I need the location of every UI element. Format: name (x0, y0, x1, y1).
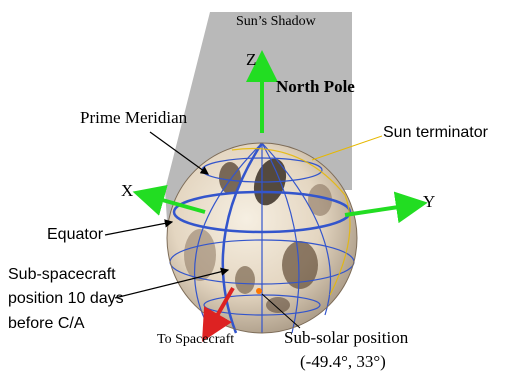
equator-leader (104, 219, 174, 236)
x-axis-label: X (121, 181, 134, 200)
sub-solar-label-line2: (-49.4°, 33°) (300, 352, 386, 371)
prime-meridian-leader (149, 131, 209, 175)
sub-solar-point (256, 288, 262, 294)
x-axis-arrow (132, 184, 206, 216)
sun-shadow-label: Sun’s Shadow (236, 14, 316, 29)
y-axis-arrow (344, 191, 428, 224)
prime-meridian-label: Prime Meridian (80, 108, 188, 127)
sun-terminator-line (231, 147, 351, 296)
sun-terminator-label: Sun terminator (383, 124, 488, 141)
equator-label: Equator (47, 226, 104, 243)
sub-spacecraft-label-line3: before C/A (8, 315, 85, 332)
sun-terminator-leader (311, 135, 383, 161)
y-axis-label: Y (423, 192, 436, 211)
z-axis-label: Z (246, 50, 257, 69)
sub-spacecraft-label-line2: position 10 days (8, 290, 124, 307)
to-spacecraft-label: To Spacecraft (157, 332, 235, 347)
north-pole-label: North Pole (276, 77, 355, 96)
globe (166, 142, 358, 334)
sub-solar-leader (261, 293, 301, 329)
sub-spacecraft-label-line1: Sub-spacecraft (8, 266, 116, 283)
to-spacecraft-arrow (202, 287, 235, 342)
sub-spacecraft-leader (114, 267, 230, 299)
sub-solar-label-line1: Sub-solar position (284, 328, 409, 347)
